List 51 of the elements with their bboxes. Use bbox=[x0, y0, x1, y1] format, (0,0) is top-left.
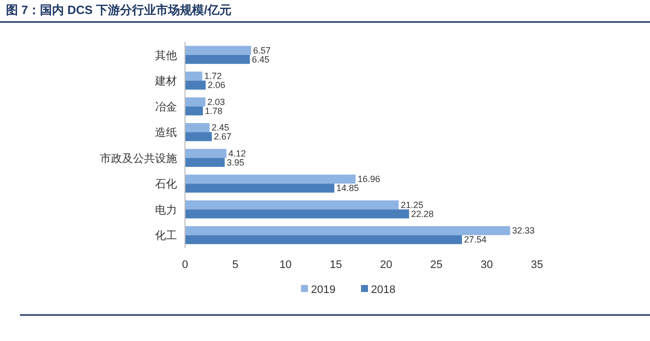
data-label: 6.57 bbox=[253, 45, 271, 56]
data-label: 2.06 bbox=[208, 80, 226, 90]
x-tick-label: 0 bbox=[182, 259, 188, 271]
legend-label: 2018 bbox=[371, 284, 396, 296]
data-label: 27.54 bbox=[464, 234, 487, 245]
data-label: 2.67 bbox=[214, 132, 232, 142]
y-tick-label: 造纸 bbox=[155, 126, 177, 140]
bar bbox=[185, 184, 334, 193]
data-label: 3.95 bbox=[226, 157, 244, 168]
data-label: 2.45 bbox=[212, 122, 230, 133]
x-tick-label: 20 bbox=[380, 259, 392, 271]
bar bbox=[185, 123, 210, 132]
bar bbox=[185, 72, 202, 81]
data-label: 22.28 bbox=[411, 208, 434, 219]
y-tick-label: 其他 bbox=[155, 48, 177, 62]
y-tick-label: 化工 bbox=[155, 230, 177, 242]
bar bbox=[185, 158, 225, 167]
x-tick-label: 35 bbox=[530, 259, 544, 271]
x-tick-label: 25 bbox=[430, 259, 443, 271]
bar bbox=[185, 148, 226, 158]
y-tick-label: 电力 bbox=[155, 203, 177, 216]
bar bbox=[185, 97, 206, 106]
chart-title: 图 7：国内 DCS 下游分行业市场规模/亿元 bbox=[6, 3, 232, 17]
bar bbox=[185, 200, 399, 210]
data-label: 21.25 bbox=[400, 200, 424, 210]
data-label: 1.78 bbox=[204, 106, 222, 116]
bar bbox=[185, 174, 356, 184]
bar bbox=[185, 46, 252, 55]
legend-label: 2019 bbox=[311, 284, 336, 296]
data-label: 14.85 bbox=[336, 183, 359, 194]
x-tick-label: 10 bbox=[279, 259, 292, 271]
y-tick-label: 市政及公共设施 bbox=[100, 152, 177, 165]
data-label: 32.33 bbox=[512, 226, 535, 236]
x-tick-label: 30 bbox=[480, 259, 493, 271]
bar bbox=[185, 132, 212, 142]
data-label: 4.12 bbox=[228, 148, 246, 158]
y-tick-label: 石化 bbox=[155, 178, 177, 191]
x-tick-label: 15 bbox=[330, 259, 342, 271]
data-label: 2.03 bbox=[207, 96, 225, 107]
bar bbox=[185, 235, 462, 244]
y-tick-label: 冶金 bbox=[155, 101, 177, 114]
y-tick-label: 建材 bbox=[154, 74, 177, 88]
data-label: 1.72 bbox=[204, 71, 222, 82]
bar bbox=[185, 54, 250, 64]
data-label: 6.45 bbox=[252, 54, 270, 64]
bar bbox=[185, 80, 206, 90]
bar bbox=[185, 209, 410, 218]
bar bbox=[185, 106, 203, 116]
data-label: 16.96 bbox=[358, 174, 380, 184]
x-tick-label: 5 bbox=[232, 259, 238, 271]
bar bbox=[185, 226, 510, 236]
